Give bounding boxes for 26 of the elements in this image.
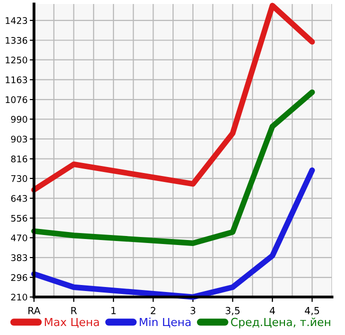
y-tick-label: 1336: [6, 36, 28, 44]
y-tick-label: 643: [11, 195, 28, 202]
x-tick-label: 4: [270, 307, 275, 314]
x-tick-label: 2: [150, 306, 156, 314]
y-tick-label: 990: [11, 116, 28, 123]
y-tick-label: 1423: [6, 17, 28, 24]
x-tick-label: RA: [28, 307, 40, 314]
x-tick-label: 4,5: [304, 307, 320, 316]
x-tick-label: 1: [111, 307, 116, 314]
y-tick-label: 383: [11, 254, 28, 262]
y-tick-label: 903: [11, 136, 28, 143]
y-tick-label: 470: [10, 234, 28, 242]
legend-label: Сред.Цена, т.йен: [231, 318, 330, 328]
x-tick-label: 3,5: [226, 306, 240, 316]
legend-label: Min Цена: [140, 318, 191, 328]
y-tick-label: 210: [11, 294, 28, 301]
legend-label: Max Цена: [44, 318, 99, 328]
y-tick-label: 1250: [6, 56, 28, 64]
y-tick-label: 730: [11, 175, 28, 182]
y-tick-label: 556: [11, 214, 28, 222]
y-tick-label: 1076: [6, 96, 28, 104]
y-tick-label: 1163: [6, 76, 28, 84]
x-tick-label: R: [71, 307, 77, 314]
x-tick-label: 3: [190, 306, 196, 314]
y-tick-label: 296: [11, 274, 28, 281]
y-tick-label: 816: [11, 156, 28, 162]
